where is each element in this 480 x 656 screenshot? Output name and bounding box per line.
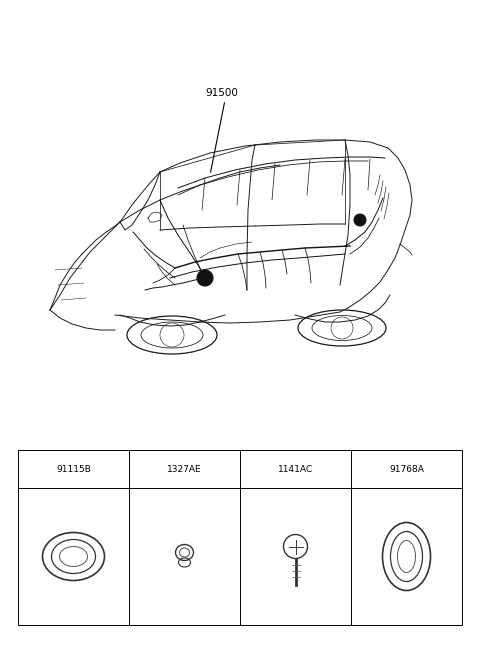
Text: 1141AC: 1141AC [278, 464, 313, 474]
Bar [18, 450, 462, 625]
Circle shape [354, 214, 366, 226]
Text: 91115B: 91115B [56, 464, 91, 474]
Text: 91768A: 91768A [389, 464, 424, 474]
Text: 1327AE: 1327AE [167, 464, 202, 474]
Text: 91500: 91500 [205, 88, 238, 98]
Circle shape [197, 270, 213, 286]
